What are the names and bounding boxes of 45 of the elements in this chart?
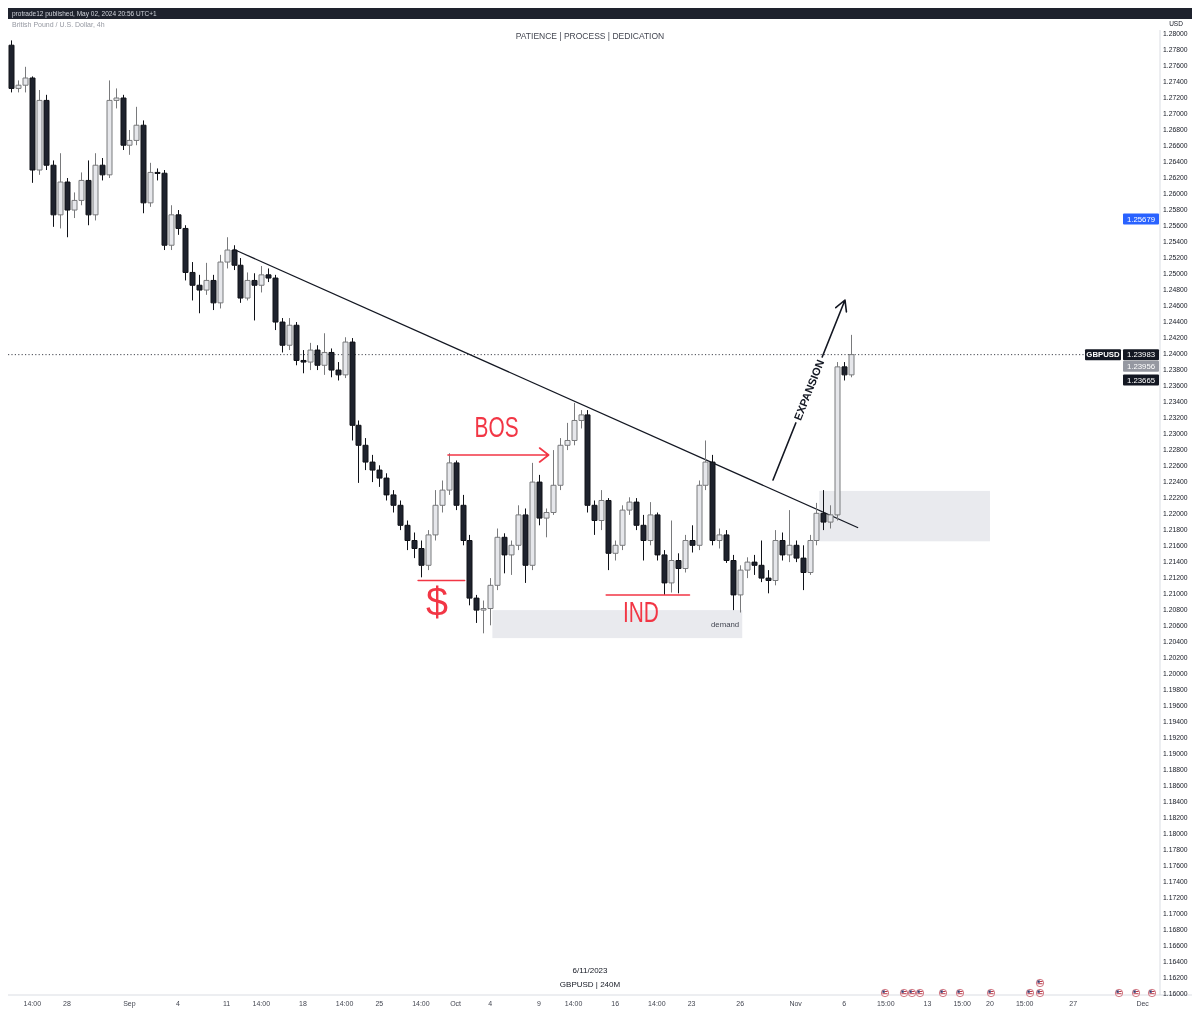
candlestick (120, 94, 127, 151)
candlestick (342, 336, 349, 379)
candlestick (258, 265, 265, 293)
candlestick (321, 332, 328, 376)
candlestick (57, 152, 64, 229)
candlestick (605, 497, 612, 571)
candlestick (314, 344, 321, 371)
annotation: $ (425, 579, 449, 624)
candlestick (682, 534, 689, 574)
candlestick (286, 317, 293, 351)
chart-title: PATIENCE | PROCESS | DEDICATION (515, 31, 665, 41)
candlestick (772, 529, 779, 586)
candlestick (8, 39, 15, 93)
candlestick (848, 334, 855, 378)
candlestick (501, 532, 508, 574)
candlestick (147, 162, 154, 208)
candlestick (529, 462, 536, 571)
candlestick (29, 75, 36, 184)
candlestick (99, 157, 106, 181)
annotation: 6/11/2023 (572, 966, 609, 975)
candlestick (786, 509, 793, 563)
candlestick (251, 272, 258, 321)
annotation: IND (622, 595, 675, 628)
candlestick (140, 119, 147, 214)
candlestick (92, 152, 99, 221)
annotation: BOS (474, 410, 538, 443)
candlestick (668, 520, 675, 594)
candlestick (36, 89, 43, 176)
candlestick (64, 177, 71, 238)
candlestick (675, 552, 682, 594)
candlestick (716, 528, 723, 550)
candlestick (168, 204, 175, 251)
annotation: GBPUSD | 240M (559, 980, 621, 989)
candlestick (841, 361, 848, 381)
candlestick (536, 474, 543, 526)
candlestick (647, 501, 654, 546)
candlestick (307, 342, 314, 371)
candlestick (522, 508, 529, 584)
candlestick (689, 524, 696, 554)
candlestick (779, 532, 786, 562)
candlestick (244, 271, 251, 301)
candlestick (85, 159, 92, 226)
candlestick (210, 274, 217, 311)
candlestick (203, 262, 210, 296)
candlestick (598, 489, 605, 531)
